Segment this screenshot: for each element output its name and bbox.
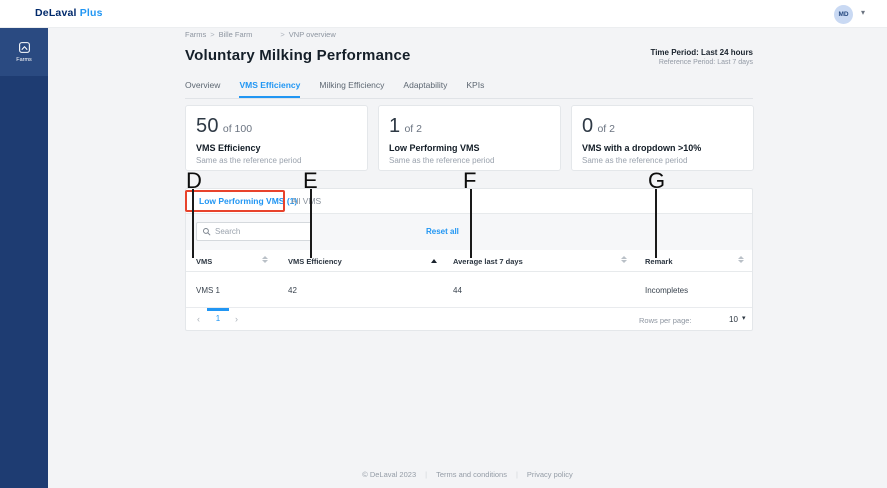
sidebar-item-label: Farms [16,57,32,63]
cell-remark: Incompletes [645,286,689,295]
brand-primary: DeLaval [35,7,77,19]
sidebar: Farms [0,28,48,488]
stat-card-dropdown: 0 of 2 VMS with a dropdown >10% Same as t… [571,105,754,171]
annotation-line-d [192,189,194,258]
stat-card-low-performing: 1 of 2 Low Performing VMS Same as the ref… [378,105,561,171]
sidebar-item-farms[interactable]: Farms [0,28,48,76]
breadcrumb-separator: > [210,30,215,39]
pagination: ‹ 1 › Rows per page: 10 ▾ [186,308,752,331]
stat-label: VMS with a dropdown >10% [582,143,702,153]
user-avatar[interactable]: MD [834,5,853,24]
previous-page-icon[interactable]: ‹ [197,314,200,324]
terms-link[interactable]: Terms and conditions [436,470,507,479]
stat-of: of 2 [597,123,615,135]
tab-milking-efficiency[interactable]: Milking Efficiency [319,80,385,90]
page-title: Voluntary Milking Performance [185,47,411,64]
chevron-down-icon[interactable]: ▾ [742,315,746,322]
tab-low-performing-vms[interactable]: Low Performing VMS (1) [199,196,298,206]
stat-sub: Same as the reference period [582,156,688,165]
annotation-letter-e: E [303,168,318,193]
top-header: DeLaval Plus MD ▾ [0,0,887,28]
column-header-remark[interactable]: Remark [645,257,673,266]
breadcrumb: Farms > Bille Farm > VNP overview [185,30,336,39]
column-header-average[interactable]: Average last 7 days [453,257,523,266]
annotation-highlight-rect [185,190,285,212]
page-tabs: Overview VMS Efficiency Milking Efficien… [185,80,753,99]
search-icon [203,228,211,236]
column-header-vms-efficiency[interactable]: VMS Efficiency [288,257,342,266]
column-header-vms[interactable]: VMS [196,257,213,266]
stat-sub: Same as the reference period [389,156,495,165]
rows-per-page-value[interactable]: 10 [729,315,738,324]
farms-icon [18,42,30,53]
rows-per-page-label: Rows per page: [639,316,692,325]
brand-secondary: Plus [79,7,103,19]
privacy-link[interactable]: Privacy policy [526,470,573,479]
breadcrumb-separator: > [280,30,285,39]
breadcrumb-vnp-overview[interactable]: VNP overview [288,30,336,39]
time-period-label: Time Period: Last 24 hours [650,48,753,57]
stat-value: 50 [196,115,219,137]
stat-value: 1 [389,115,401,137]
search-box[interactable] [196,222,312,241]
annotation-letter-f: F [463,168,477,193]
table-row[interactable]: VMS 1 42 44 Incompletes [186,272,752,308]
breadcrumb-bille-farm[interactable]: Bille Farm [218,30,253,39]
current-page-indicator [207,308,229,311]
annotation-letter-d: D [186,168,202,193]
reset-all-button[interactable]: Reset all [426,227,459,236]
annotation-line-g [655,189,657,258]
tab-overview[interactable]: Overview [185,80,221,90]
sort-arrows-icon[interactable] [262,256,268,263]
reference-period-label: Reference Period: Last 7 days [658,59,753,66]
page-number[interactable]: 1 [215,314,221,323]
stat-sub: Same as the reference period [196,156,302,165]
cell-average: 44 [453,286,462,295]
table-header: VMS VMS Efficiency Average last 7 days R… [186,250,752,272]
stat-of: of 2 [404,123,422,135]
filter-row: Reset all [186,214,752,250]
tab-kpis[interactable]: KPIs [466,80,485,90]
search-input[interactable] [215,227,305,236]
stat-label: VMS Efficiency [196,143,261,153]
sort-ascending-icon[interactable] [431,259,437,263]
next-page-icon[interactable]: › [235,314,238,324]
stat-of: of 100 [222,123,253,135]
annotation-line-e [310,189,312,258]
cell-vms: VMS 1 [196,286,221,295]
annotation-letter-g: G [648,168,666,193]
stat-card-vms-efficiency: 50 of 100 VMS Efficiency Same as the refe… [185,105,368,171]
delaval-plus-logo: DeLaval Plus [35,7,103,19]
footer-divider: | [515,470,518,479]
chevron-down-icon[interactable]: ▾ [861,8,866,17]
tab-vms-efficiency[interactable]: VMS Efficiency [239,80,301,98]
annotation-line-f [470,189,472,258]
cell-vms-efficiency: 42 [288,286,297,295]
stat-value: 0 [582,115,594,137]
sort-arrows-icon[interactable] [738,256,744,263]
footer: © DeLaval 2023 | Terms and conditions | … [48,470,887,479]
tab-all-vms[interactable]: All VMS [291,196,322,206]
tab-adaptability[interactable]: Adaptability [403,80,448,90]
stat-label: Low Performing VMS [389,143,480,153]
footer-divider: | [425,470,428,479]
sort-arrows-icon[interactable] [621,256,627,263]
footer-copyright: © DeLaval 2023 [362,470,417,479]
breadcrumb-farms[interactable]: Farms [185,30,207,39]
